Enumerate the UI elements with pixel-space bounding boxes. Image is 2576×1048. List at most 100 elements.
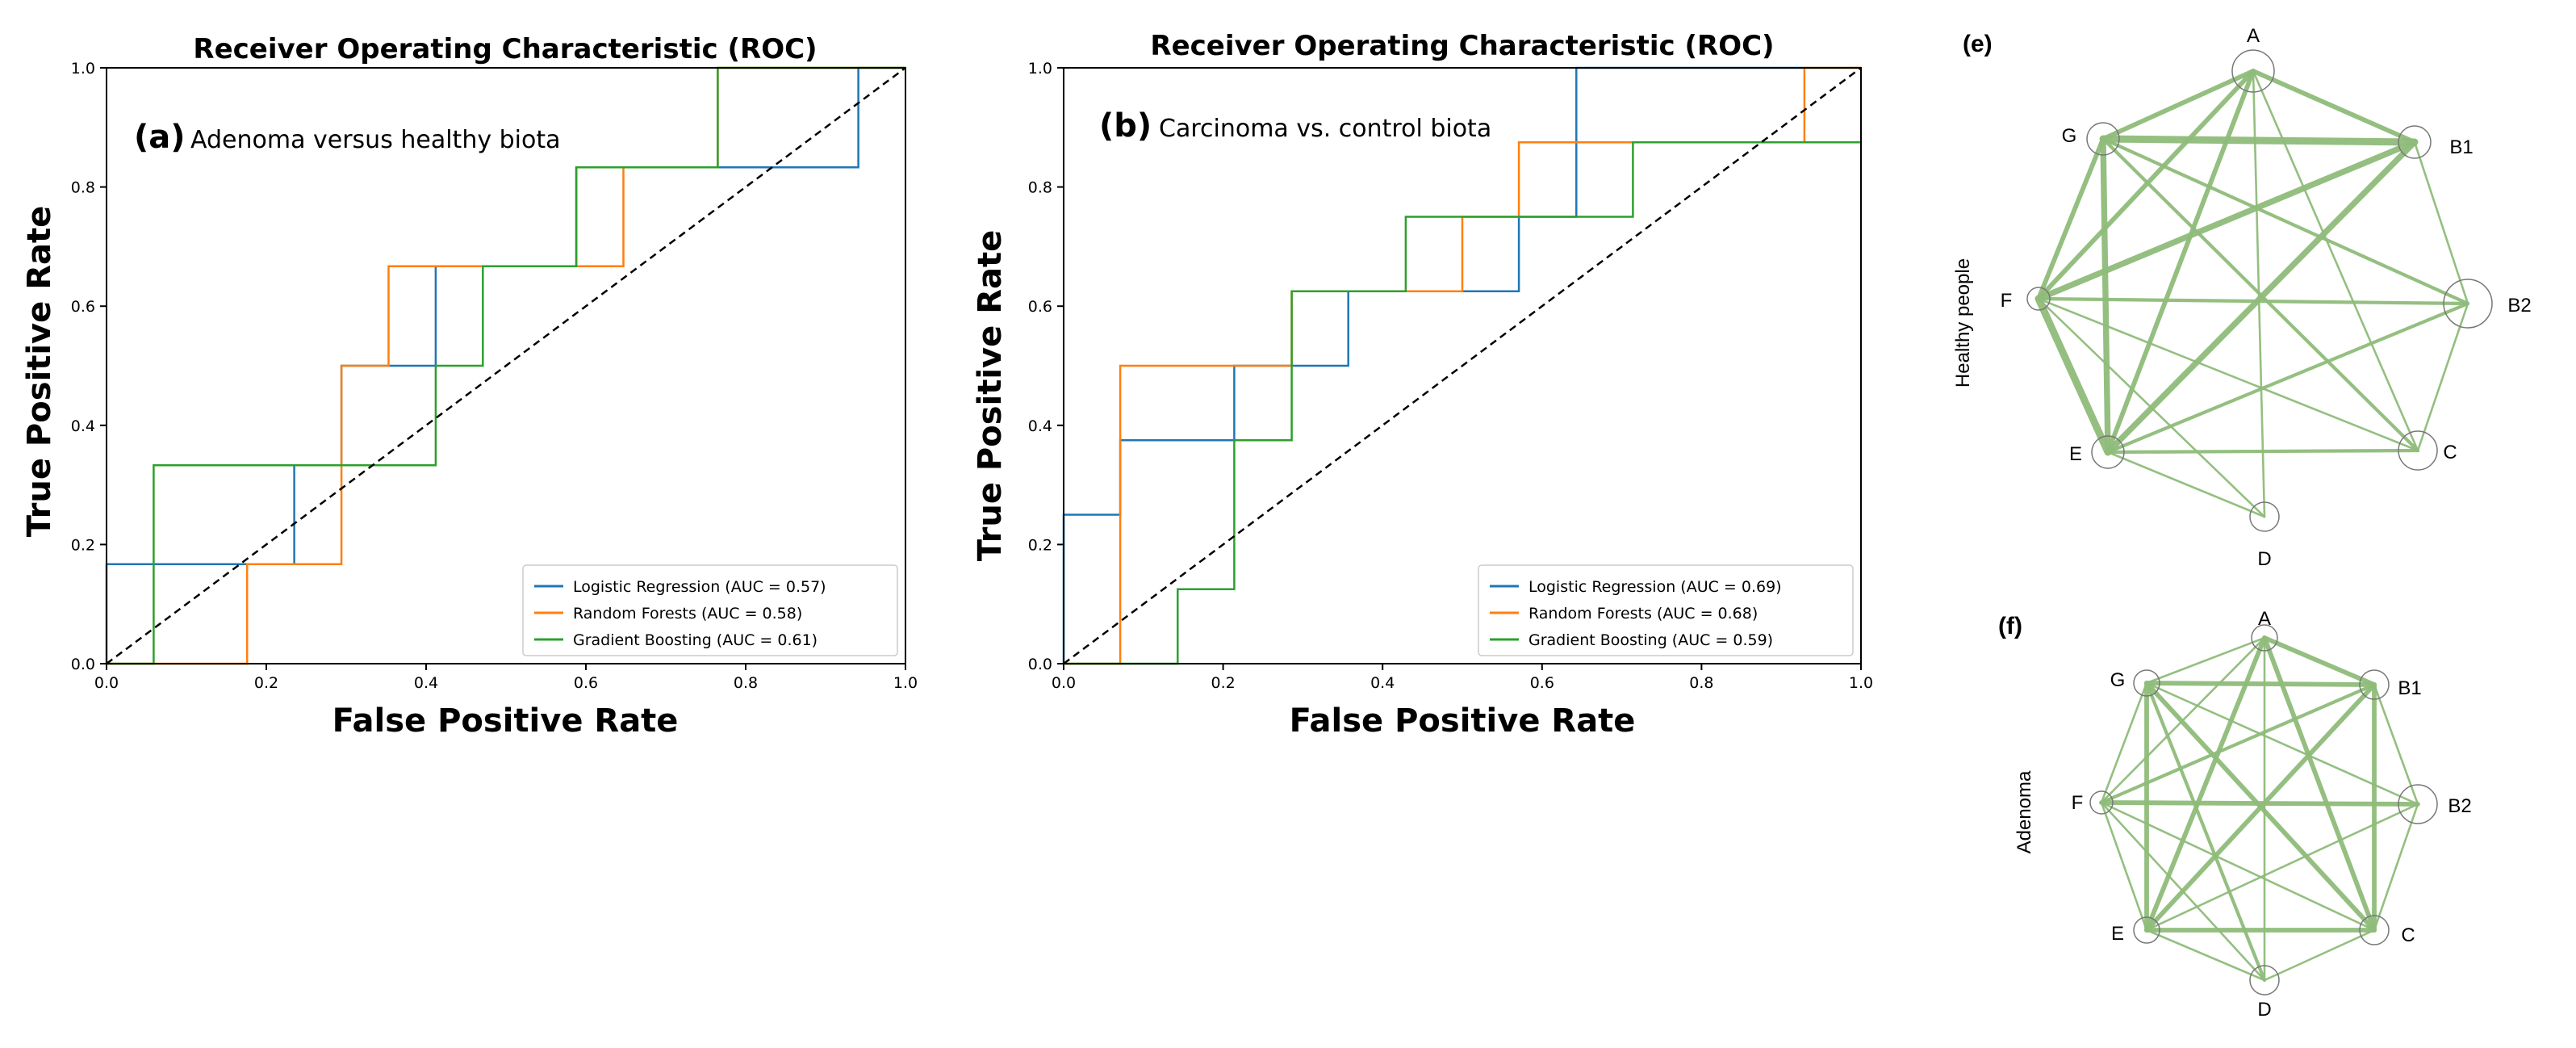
network-edge-f-3 [2144, 635, 2267, 933]
x-tick-label-b-4: 0.8 [1689, 674, 1713, 692]
network-tag-f: (f) [1998, 613, 2022, 639]
x-tick-label-a-5: 1.0 [893, 674, 918, 692]
legend-label-a-1: Random Forests (AUC = 0.58) [573, 605, 802, 623]
network-edge-e-4 [2252, 69, 2419, 452]
network-graph-f: A B1 B2 C D E F G [2072, 608, 2472, 1021]
network-edge-e-11 [2101, 136, 2420, 453]
y-tick-label-b-2: 0.4 [1028, 417, 1052, 435]
roc-series-b-2 [1064, 141, 1861, 665]
network-node-label-f-d: D [2257, 999, 2271, 1021]
plot-area-a: 0.0 0.2 0.4 0.6 0.8 1.0 0.0 0.2 0.4 0.6 0.8 1.0 Logi… [71, 60, 918, 692]
network-edge-f-18 [2100, 801, 2266, 982]
network-node-label-e-f: F [2001, 290, 2013, 312]
network-node-e-e [2091, 435, 2125, 469]
network-tag-e: (e) [1963, 31, 1993, 57]
legend-label-b-0: Logistic Regression (AUC = 0.69) [1528, 578, 1782, 596]
y-tick-label-a-3: 0.6 [71, 298, 95, 316]
network-edge-f-9 [2373, 683, 2419, 806]
network-edge-f-12 [2144, 681, 2377, 933]
network-edge-e-16 [2037, 297, 2266, 518]
network-node-e-c [2398, 430, 2438, 471]
network-edge-e-6 [2035, 139, 2418, 302]
network-node-label-f-g: G [2110, 669, 2126, 691]
plot-frame-a [106, 67, 906, 664]
x-axis-label-a: False Positive Rate [332, 702, 679, 740]
network-node-label-e-g: G [2062, 125, 2077, 147]
network-node-f-g [2133, 669, 2160, 697]
y-tick-label-b-0: 0.0 [1028, 656, 1052, 673]
network-node-f-c [2359, 915, 2390, 945]
network-node-e-b1 [2398, 125, 2432, 159]
network-node-f-e [2133, 916, 2160, 944]
network-node-label-f-e: E [2111, 923, 2124, 945]
network-edge-f-5 [2144, 681, 2377, 687]
y-tick-label-a-4: 0.8 [71, 179, 95, 197]
network-edge-e-15 [2037, 297, 2419, 452]
network-edge-e-2 [2036, 69, 2256, 301]
network-edge-e-21 [2252, 69, 2266, 518]
legend-label-a-0: Logistic Regression (AUC = 0.57) [573, 578, 826, 596]
network-node-e-g [2086, 122, 2120, 156]
network-f: (f) Adenoma A B1 B2 C D E F G [1998, 608, 2472, 1021]
network-edge-f-1 [2145, 636, 2266, 685]
roc-panel-b: Receiver Operating Characteristic (ROC) … [972, 30, 1873, 740]
x-axis-label-b: False Positive Rate [1290, 702, 1636, 740]
network-node-label-f-b2: B2 [2448, 795, 2471, 817]
panel-tag-a: (a) [134, 119, 186, 156]
network-side-label-f: Adenoma [2014, 770, 2035, 853]
network-edge-f-20 [2145, 929, 2266, 982]
network-edge-f-22 [2373, 803, 2419, 932]
network-node-e-d [2249, 501, 2280, 532]
y-tick-label-a-0: 0.0 [71, 656, 95, 673]
panel-tag-b: (b) [1099, 107, 1152, 145]
x-tick-label-b-5: 1.0 [1849, 674, 1873, 692]
x-tick-label-a-1: 0.2 [254, 674, 278, 692]
x-tick-label-b-1: 0.2 [1211, 674, 1235, 692]
y-tick-label-b-4: 0.8 [1028, 179, 1052, 197]
network-edge-e-20 [2416, 302, 2469, 452]
chance-line-b [1063, 66, 1862, 665]
y-tick-label-a-5: 1.0 [71, 60, 95, 78]
roc-panel-a: Receiver Operating Characteristic (ROC) … [21, 33, 918, 740]
x-tick-label-a-4: 0.8 [734, 674, 758, 692]
legend-a [522, 564, 898, 656]
legend-label-b-2: Gradient Boosting (AUC = 0.59) [1528, 631, 1773, 649]
x-tick-label-a-0: 0.0 [94, 674, 119, 692]
network-edge-e-13 [2034, 295, 2112, 456]
chart-title-a: Receiver Operating Characteristic (ROC) [193, 33, 817, 65]
x-tick-label-b-0: 0.0 [1052, 674, 1076, 692]
network-node-f-a [2251, 624, 2278, 652]
network-node-label-e-a: A [2247, 25, 2260, 47]
network-node-f-f [2089, 790, 2114, 815]
network-node-label-f-b1: B1 [2398, 677, 2421, 699]
network-node-f-d [2249, 965, 2280, 996]
y-tick-label-a-1: 0.2 [71, 536, 95, 554]
network-node-label-f-a: A [2258, 608, 2271, 630]
network-edge-f-10 [2100, 681, 2148, 804]
network-edge-f-16 [2099, 800, 2420, 807]
plot-frame-b [1063, 67, 1862, 664]
legend-label-a-2: Gradient Boosting (AUC = 0.61) [573, 631, 818, 649]
network-edge-e-9 [2036, 136, 2106, 301]
y-tick-label-b-5: 1.0 [1028, 60, 1052, 78]
y-axis-label-a: True Positive Rate [21, 206, 58, 537]
network-node-f-b2 [2398, 784, 2438, 824]
x-tick-label-b-2: 0.4 [1370, 674, 1395, 692]
network-edge-f-13 [2145, 681, 2419, 806]
network-edge-f-15 [2100, 801, 2148, 932]
network-node-label-e-b2: B2 [2507, 295, 2531, 316]
legend-label-b-1: Random Forests (AUC = 0.68) [1528, 605, 1758, 623]
network-edge-f-17 [2100, 801, 2376, 932]
network-edge-e-14 [2036, 296, 2470, 306]
network-node-label-f-c: C [2401, 924, 2415, 946]
network-edge-e-17 [2106, 301, 2470, 455]
network-node-label-f-f: F [2072, 792, 2084, 814]
network-node-e-f [2026, 287, 2051, 311]
network-node-label-e-c: C [2443, 442, 2457, 463]
network-edge-f-0 [2262, 635, 2377, 687]
network-edge-e-1 [2101, 69, 2256, 141]
x-tick-label-a-2: 0.4 [414, 674, 438, 692]
y-tick-label-b-1: 0.2 [1028, 536, 1052, 554]
network-edge-e-10 [2100, 136, 2111, 455]
